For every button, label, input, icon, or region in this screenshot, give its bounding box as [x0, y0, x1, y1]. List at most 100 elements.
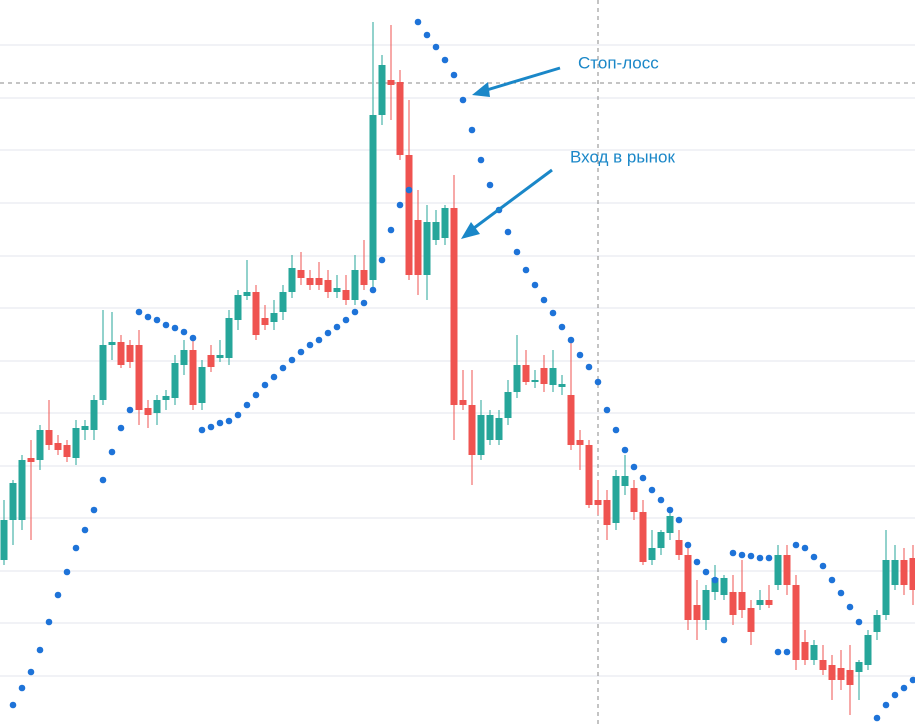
- candle-body: [513, 365, 521, 392]
- candle-body: [738, 592, 746, 610]
- candle-body: [306, 278, 314, 285]
- candle-body: [621, 476, 629, 486]
- sar-dot: [675, 516, 683, 524]
- sar-dot: [342, 316, 350, 324]
- sar-dot: [657, 496, 665, 504]
- sar-dot: [441, 56, 449, 64]
- sar-dot: [9, 701, 17, 709]
- candle-body: [198, 367, 206, 403]
- sar-dot: [666, 506, 674, 514]
- candle-body: [765, 600, 773, 605]
- candle-body: [873, 615, 881, 632]
- candle-body: [441, 208, 449, 238]
- sar-dot: [27, 668, 35, 676]
- candle-body: [180, 350, 188, 365]
- candle-body: [243, 292, 251, 296]
- sar-dot: [36, 646, 44, 654]
- sar-dot: [351, 308, 359, 316]
- sar-dot: [792, 541, 800, 549]
- candle-body: [207, 355, 215, 367]
- sar-dot: [90, 506, 98, 514]
- candle-body: [891, 560, 899, 585]
- candle-body: [819, 660, 827, 670]
- sar-dot: [261, 381, 269, 389]
- sar-dot: [81, 526, 89, 534]
- candle-body: [18, 460, 26, 520]
- sar-dot: [333, 323, 341, 331]
- annotation: Стоп-лосс: [578, 53, 659, 72]
- candle-body: [324, 280, 332, 292]
- sar-dot: [189, 334, 197, 342]
- arrow: [469, 168, 553, 233]
- candle-body: [477, 415, 485, 455]
- candle-body: [468, 405, 476, 455]
- sar-dot: [783, 648, 791, 656]
- sar-dot: [270, 373, 278, 381]
- candle-body: [864, 635, 872, 665]
- candle-body: [0, 520, 8, 560]
- candle-body: [702, 590, 710, 620]
- candle-body: [261, 318, 269, 325]
- sar-dot: [243, 401, 251, 409]
- sar-dot: [99, 476, 107, 484]
- sar-dot: [477, 156, 485, 164]
- candle-body: [342, 290, 350, 300]
- candle-body: [9, 483, 17, 520]
- candle-body: [558, 384, 566, 387]
- candle-body: [459, 400, 467, 405]
- candle-body: [144, 408, 152, 415]
- candle-body: [54, 443, 62, 450]
- sar-dot: [423, 31, 431, 39]
- candle-body: [504, 392, 512, 418]
- candle-body: [900, 560, 908, 585]
- candle-body: [648, 548, 656, 560]
- candle-body: [567, 395, 575, 445]
- candle-body: [405, 155, 413, 275]
- sar-dot: [414, 18, 422, 26]
- sar-dot: [702, 568, 710, 576]
- sar-dot: [234, 411, 242, 419]
- candle-body: [657, 532, 665, 548]
- candle-body: [108, 342, 116, 345]
- sar-dot: [621, 446, 629, 454]
- sar-dot: [558, 323, 566, 331]
- arrow-head: [472, 82, 490, 97]
- candle-body: [315, 278, 323, 285]
- candle-body: [486, 415, 494, 440]
- candle-body: [351, 270, 359, 300]
- candle-body: [270, 313, 278, 322]
- sar-dot: [756, 554, 764, 562]
- sar-dot: [180, 328, 188, 336]
- sar-dot: [450, 71, 458, 79]
- sar-dot: [135, 308, 143, 316]
- candle-body: [126, 345, 134, 362]
- candle-body: [549, 368, 557, 385]
- sar-dot: [873, 714, 881, 722]
- candle-body: [162, 396, 170, 400]
- sar-dot: [909, 676, 915, 684]
- sar-dot: [279, 364, 287, 372]
- sar-dot: [693, 558, 701, 566]
- sar-dot: [720, 636, 728, 644]
- candle-body: [378, 65, 386, 115]
- sar-dot: [405, 186, 413, 194]
- sar-dot: [297, 348, 305, 356]
- candle-body: [99, 345, 107, 400]
- candle-body: [279, 292, 287, 312]
- sar-dot: [738, 551, 746, 559]
- candle-body: [27, 458, 35, 462]
- sar-dot: [603, 406, 611, 414]
- candle-body: [135, 345, 143, 410]
- candle-body: [855, 662, 863, 672]
- sar-dot: [225, 417, 233, 425]
- candle-body: [81, 426, 89, 430]
- candle-body: [540, 368, 548, 384]
- candle-body: [189, 350, 197, 405]
- candle-body: [234, 295, 242, 320]
- arrow-head: [461, 222, 480, 239]
- candle-body: [72, 428, 80, 458]
- sar-dot: [855, 618, 863, 626]
- sar-dot: [684, 541, 692, 549]
- sar-dot: [63, 568, 71, 576]
